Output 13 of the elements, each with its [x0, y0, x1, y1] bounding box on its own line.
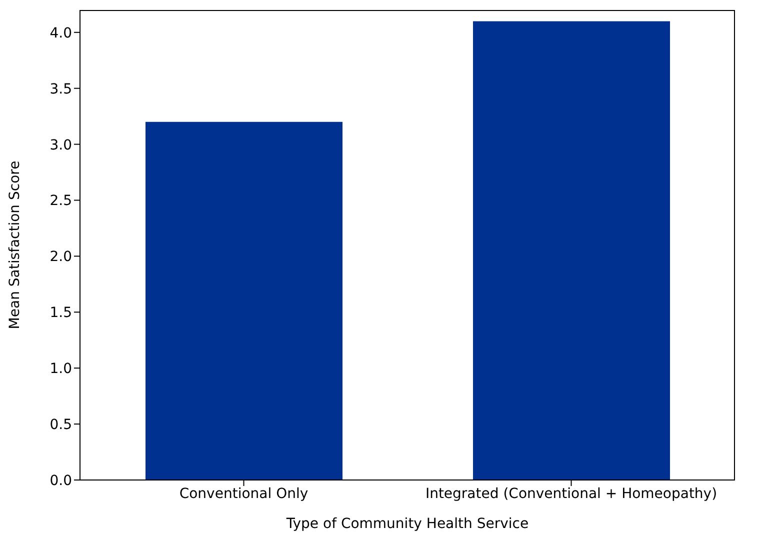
y-tick-label: 1.0	[50, 361, 72, 378]
y-tick-label: 2.0	[50, 249, 72, 266]
y-axis-title: Mean Satisfaction Score	[6, 160, 23, 330]
x-axis-title: Type of Community Health Service	[285, 516, 529, 532]
y-tick-label: 2.5	[50, 193, 72, 210]
y-tick-label: 3.0	[50, 137, 72, 154]
y-tick-label: 0.5	[50, 417, 72, 434]
y-tick-label: 0.0	[50, 472, 72, 489]
y-tick-label: 3.5	[50, 81, 72, 98]
y-tick-label: 1.5	[50, 305, 72, 322]
y-tick-label: 4.0	[50, 25, 72, 42]
x-tick-label: Integrated (Conventional + Homeopathy)	[425, 486, 718, 502]
x-tick-label: Conventional Only	[179, 486, 308, 502]
